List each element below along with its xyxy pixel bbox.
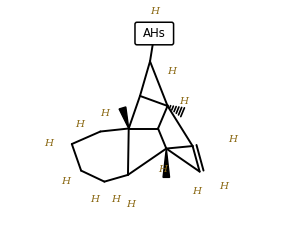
Text: H: H	[61, 177, 70, 186]
Text: H: H	[179, 97, 188, 106]
Text: H: H	[219, 182, 229, 191]
Text: H: H	[44, 139, 53, 147]
Text: H: H	[90, 195, 99, 204]
Text: H: H	[111, 195, 120, 204]
Text: H: H	[168, 67, 177, 76]
Text: H: H	[158, 165, 168, 174]
Text: H: H	[193, 187, 201, 196]
Text: H: H	[126, 200, 135, 209]
Text: H: H	[150, 7, 159, 16]
Polygon shape	[119, 107, 129, 129]
FancyBboxPatch shape	[135, 22, 174, 45]
Text: AHs: AHs	[143, 27, 166, 40]
Text: H: H	[228, 135, 237, 144]
Polygon shape	[163, 149, 170, 177]
Text: H: H	[75, 120, 84, 129]
Text: H: H	[100, 109, 109, 118]
